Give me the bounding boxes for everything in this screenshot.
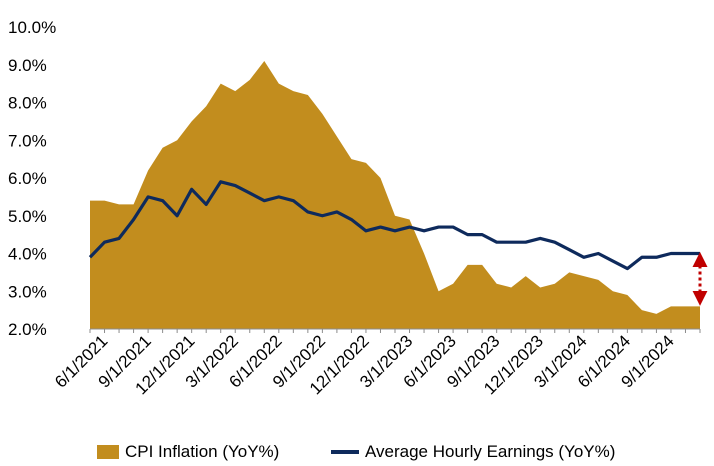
legend-label-cpi: CPI Inflation (YoY%) — [125, 442, 280, 461]
legend-swatch-earnings — [331, 450, 359, 454]
legend-item-earnings: Average Hourly Earnings (YoY%) — [331, 442, 615, 462]
x-axis — [89, 328, 701, 333]
y-tick-label: 2.0% — [8, 320, 47, 339]
chart: 2.0% 3.0% 4.0% 5.0% 6.0% 7.0% 8.0% 9.0% 10.0% 6/… — [8, 18, 708, 398]
y-tick-label: 5.0% — [8, 207, 47, 226]
y-tick-label: 3.0% — [8, 282, 47, 301]
y-axis-ticks: 2.0% 3.0% 4.0% 5.0% 6.0% 7.0% 8.0% 9.0% 10.0% — [8, 18, 56, 339]
y-tick-label: 9.0% — [8, 56, 47, 75]
legend-item-cpi: CPI Inflation (YoY%) — [97, 442, 279, 462]
cpi-area — [90, 60, 700, 329]
cpi-area-series — [90, 60, 700, 329]
earnings-line-series — [88, 180, 700, 271]
x-axis-ticks: 6/1/20219/1/202112/1/20213/1/20226/1/202… — [51, 331, 678, 398]
y-tick-label: 6.0% — [8, 169, 47, 188]
legend-swatch-cpi — [97, 445, 119, 459]
legend-label-earnings: Average Hourly Earnings (YoY%) — [365, 442, 616, 461]
y-tick-label: 8.0% — [8, 94, 47, 113]
y-tick-label: 7.0% — [8, 131, 47, 150]
earnings-line — [88, 180, 700, 271]
legend: CPI Inflation (YoY%) Average Hourly Earn… — [0, 436, 714, 466]
y-tick-label: 10.0% — [8, 18, 56, 37]
y-tick-label: 4.0% — [8, 245, 47, 264]
